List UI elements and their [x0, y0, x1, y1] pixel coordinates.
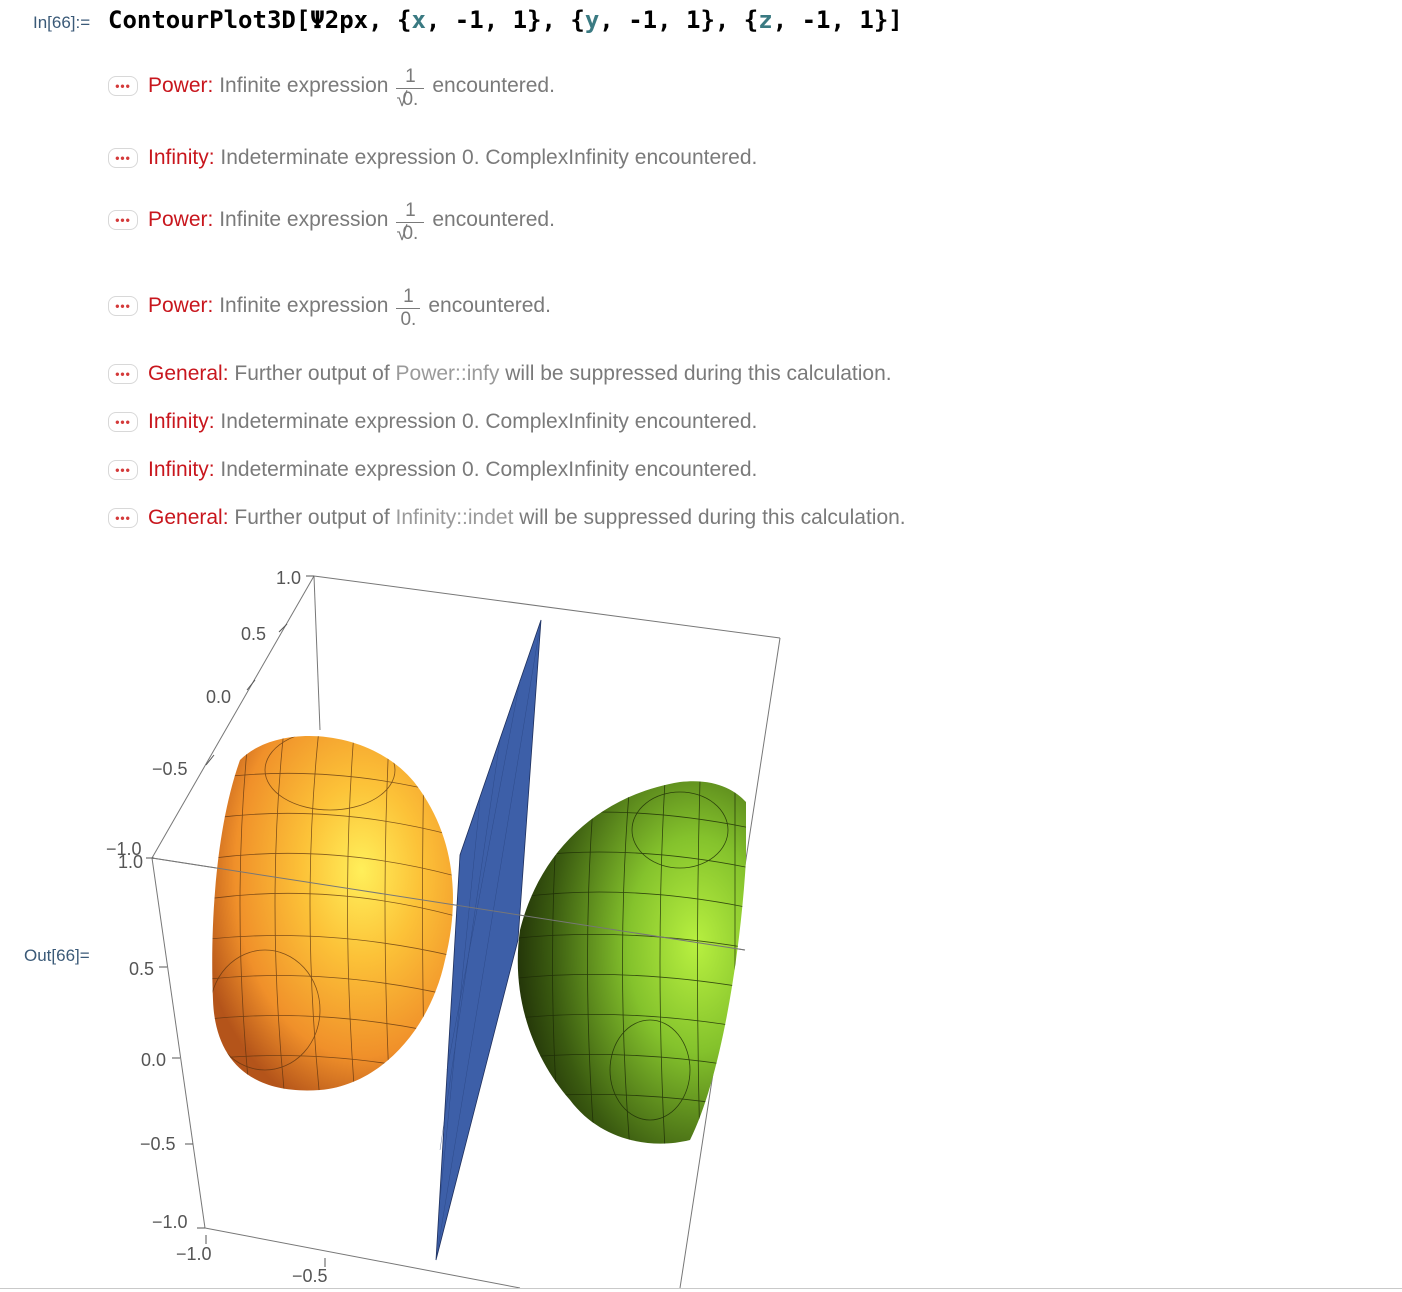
message-menu-button[interactable]: •••	[108, 412, 138, 432]
message-menu-button[interactable]: •••	[108, 76, 138, 96]
message-power-3: ••• Power: Infinite expression 1 0. enco…	[108, 286, 551, 330]
axis-ticks	[146, 575, 326, 1267]
tick-label: −1.0	[176, 1244, 212, 1264]
message-menu-button[interactable]: •••	[108, 148, 138, 168]
tick-label: −0.5	[292, 1266, 328, 1286]
message-infinity-3: ••• Infinity: Indeterminate expression 0…	[108, 456, 757, 484]
message-power-2: ••• Power: Infinite expression 1 0. enco…	[108, 200, 555, 245]
message-general-1: ••• General: Further output of Power::in…	[108, 360, 892, 388]
tick-label: 1.0	[118, 852, 143, 872]
tick-label: −0.5	[152, 759, 188, 779]
cell-divider	[0, 1288, 1402, 1289]
tick-label: 0.5	[241, 624, 266, 644]
central-plane-surface	[435, 619, 542, 1261]
message-infinity-2: ••• Infinity: Indeterminate expression 0…	[108, 408, 757, 436]
tick-label: −0.5	[140, 1134, 176, 1154]
fraction: 1 0.	[396, 200, 425, 245]
message-power-1: ••• Power: Infinite expression 1 0. enco…	[108, 66, 555, 111]
message-menu-button[interactable]: •••	[108, 364, 138, 384]
tick-label: 1.0	[276, 568, 301, 588]
message-general-2: ••• General: Further output of Infinity:…	[108, 504, 906, 532]
input-code[interactable]: ContourPlot3D[Ψ2px, {x, -1, 1}, {y, -1, …	[108, 6, 903, 34]
message-menu-button[interactable]: •••	[108, 296, 138, 316]
output-label: Out[66]=	[24, 946, 90, 965]
fraction: 1 0.	[396, 286, 421, 331]
message-infinity-1: ••• Infinity: Indeterminate expression 0…	[108, 144, 757, 172]
tick-label: 0.5	[129, 959, 154, 979]
plot-box-front	[151, 857, 746, 951]
input-label: In[66]:=	[33, 13, 91, 32]
tick-label: 0.0	[206, 687, 231, 707]
message-menu-button[interactable]: •••	[108, 210, 138, 230]
message-menu-button[interactable]: •••	[108, 508, 138, 528]
right-lobe-surface	[517, 781, 746, 1144]
left-lobe-surface	[212, 736, 453, 1091]
fraction: 1 0.	[396, 66, 425, 111]
contour-plot-3d[interactable]: 1.0 0.5 0.0 −0.5 −1.0 1.0 0.5 0.0 −0.5 −…	[100, 560, 800, 1288]
tick-label: −1.0	[152, 1212, 188, 1232]
tick-label: −1.0	[106, 839, 142, 859]
message-menu-button[interactable]: •••	[108, 460, 138, 480]
tick-label: 0.0	[141, 1050, 166, 1070]
